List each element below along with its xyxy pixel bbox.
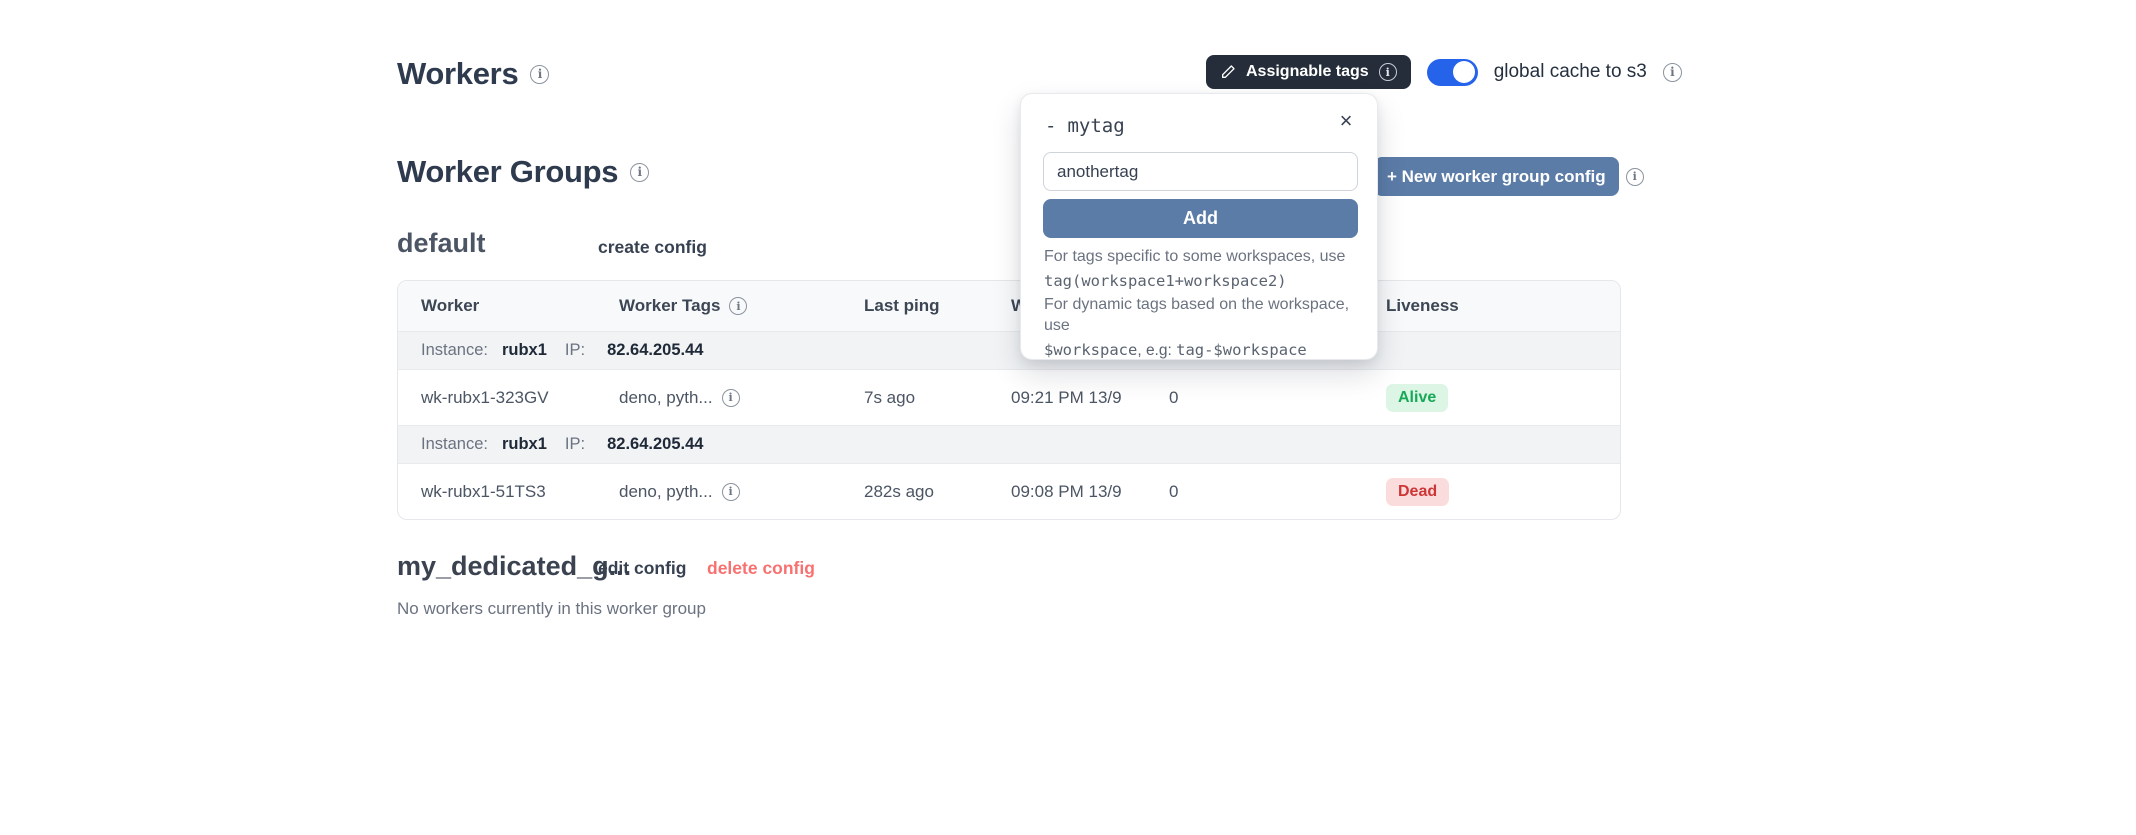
empty-group-message: No workers currently in this worker grou… [397,599,706,618]
worker-tags-row-info-icon[interactable]: i [721,482,740,501]
instance-label: Instance: [421,341,488,359]
close-icon[interactable]: × [1333,108,1359,134]
create-config-link[interactable]: create config [598,237,707,257]
help2-sep: , e.g: [1137,342,1177,359]
new-tag-input[interactable] [1043,152,1358,191]
instance-row: Instance: rubx1 IP: 82.64.205.44 [398,425,1620,463]
instance-row: Instance: rubx1 IP: 82.64.205.44 [398,331,1620,369]
new-config-row: + New worker group config i [1374,157,1644,196]
edit-config-link[interactable]: edit config [598,558,687,578]
group-name-dedicated: my_dedicated_g... [397,551,632,581]
assignable-tags-info-icon[interactable]: i [1378,63,1397,81]
worker-groups-title-row: Worker Groups i [397,154,650,190]
help1-text: For tags specific to some workspaces, us… [1044,248,1346,265]
help2-code-b: tag-$workspace [1176,341,1307,359]
col-header-worker-tags-label: Worker Tags [619,296,721,315]
worker-liveness-cell: Dead [1386,477,1620,506]
worker-last-ping: 282s ago [864,481,934,501]
tags-help-text-1: For tags specific to some workspaces, us… [1044,246,1362,292]
global-cache-info-icon[interactable]: i [1662,62,1682,82]
tag-name: mytag [1067,115,1125,137]
instance-name: rubx1 [501,435,547,453]
group-name-default: default [397,228,486,258]
assignable-tags-popover: - mytag × Add For tags specific to some … [1020,93,1378,360]
worker-row: wk-rubx1-323GV deno, pyth... i 7s ago 09… [398,369,1620,425]
worker-tags-info-icon[interactable]: i [729,297,748,315]
assignable-tags-button[interactable]: Assignable tags i [1206,55,1411,89]
help2-code-a: $workspace [1044,341,1138,359]
worker-groups-info-icon[interactable]: i [630,162,650,182]
assignable-tags-label: Assignable tags [1246,63,1369,80]
col-header-worker: Worker [421,296,480,315]
worker-liveness-cell: Alive [1386,383,1620,412]
worker-jobs: 0 [1169,387,1179,407]
add-tag-button[interactable]: Add [1043,199,1358,238]
instance-label: Instance: [421,435,488,453]
ip-label: IP: [564,435,586,453]
instance-ip: 82.64.205.44 [607,341,704,359]
worker-tags-cell: deno, pyth... i [619,388,864,408]
toggle-knob [1452,61,1475,83]
instance-name: rubx1 [501,341,547,359]
worker-start: 09:08 PM 13/9 [1011,481,1122,501]
help2-code-line: $workspace, e.g: tag-$workspace [1044,340,1362,361]
worker-tags-value: deno, pyth... [619,387,713,407]
worker-name: wk-rubx1-51TS3 [421,481,546,501]
global-cache-toggle[interactable] [1426,58,1478,86]
col-header-last-ping: Last ping [864,296,940,315]
page-title-row: Workers i [397,56,550,92]
pencil-icon [1220,64,1236,80]
col-header-liveness: Liveness [1386,296,1459,315]
worker-tags-row-info-icon[interactable]: i [721,388,740,407]
instance-ip: 82.64.205.44 [607,435,704,453]
tags-help-text-2: For dynamic tags based on the workspace,… [1044,294,1362,361]
worker-jobs: 0 [1169,481,1179,501]
global-cache-label: global cache to s3 [1493,61,1647,82]
worker-start: 09:21 PM 13/9 [1011,387,1122,407]
worker-name: wk-rubx1-323GV [421,387,549,407]
worker-groups-heading: Worker Groups [397,154,619,189]
worker-row: wk-rubx1-51TS3 deno, pyth... i 282s ago … [398,463,1620,519]
tag-list-item: - mytag [1045,115,1125,137]
new-config-info-icon[interactable]: i [1625,167,1644,186]
delete-config-link[interactable]: delete config [707,558,815,578]
topbar-controls: Assignable tags i global cache to s3 i [1206,55,1682,89]
help2-text: For dynamic tags based on the workspace,… [1044,296,1350,334]
workers-info-icon[interactable]: i [530,64,550,84]
worker-tags-cell: deno, pyth... i [619,482,864,502]
ip-label: IP: [564,341,586,359]
status-badge-dead: Dead [1386,477,1450,506]
status-badge-alive: Alive [1386,383,1449,412]
table-header-row: Worker Worker Tags i Last ping Worker st… [398,281,1620,331]
page-title: Workers [397,56,519,91]
col-header-worker-tags: Worker Tags i [619,296,864,316]
help1-code: tag(workspace1+workspace2) [1044,272,1287,290]
tag-bullet: - [1045,115,1057,137]
worker-last-ping: 7s ago [864,387,916,407]
workers-table: Worker Worker Tags i Last ping Worker st… [397,280,1621,520]
new-worker-group-config-button[interactable]: + New worker group config [1374,157,1619,196]
worker-tags-value: deno, pyth... [619,481,713,501]
